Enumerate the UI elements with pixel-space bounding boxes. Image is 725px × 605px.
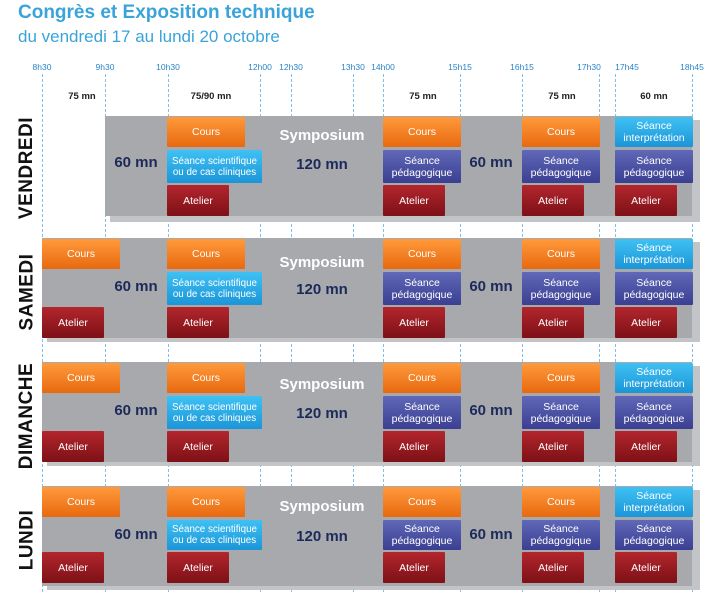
cours-block: Cours (383, 239, 461, 269)
time-tick: 16h15 (510, 62, 534, 72)
atelier-block: Atelier (615, 552, 677, 583)
atelier-block: Atelier (522, 307, 584, 338)
duration-60: 60 mn (114, 402, 158, 419)
atelier-block: Atelier (383, 552, 445, 583)
day-label: VENDREDI (16, 116, 37, 220)
day-row-samedi: SAMEDI Cours Atelier 60 mn Cours Séance … (0, 236, 725, 348)
cours-block: Cours (167, 487, 245, 517)
atelier-block: Atelier (615, 185, 677, 216)
atelier-block: Atelier (615, 307, 677, 338)
atelier-block: Atelier (383, 431, 445, 462)
cours-block: Cours (42, 363, 120, 393)
time-tick: 13h30 (341, 62, 365, 72)
atelier-block: Atelier (42, 552, 104, 583)
time-tick: 17h45 (615, 62, 639, 72)
seance-pedagogique-block: Séance pédagogique (383, 396, 461, 429)
seance-interpretation-block: Séance interprétation (615, 239, 693, 269)
atelier-block: Atelier (42, 307, 104, 338)
time-tick: 8h30 (32, 62, 52, 72)
cours-block: Cours (522, 117, 600, 147)
seance-pedagogique-block: Séance pédagogique (383, 520, 461, 550)
seance-scientifique-block: Séance scientifique ou de cas cliniques (167, 520, 262, 550)
cours-block: Cours (383, 363, 461, 393)
duration-label: 75 mn (68, 91, 96, 102)
seance-scientifique-block: Séance scientifique ou de cas cliniques (167, 272, 262, 305)
duration-60: 60 mn (114, 526, 158, 543)
cours-block: Cours (42, 487, 120, 517)
symposium-label: Symposium (279, 376, 365, 393)
atelier-block: Atelier (522, 431, 584, 462)
cours-block: Cours (522, 487, 600, 517)
time-tick: 14h00 (371, 62, 395, 72)
day-label: LUNDI (16, 509, 37, 571)
duration-120: 120 mn (296, 281, 348, 298)
atelier-block: Atelier (383, 307, 445, 338)
time-tick: 18h45 (680, 62, 704, 72)
duration-60: 60 mn (469, 526, 513, 543)
seance-pedagogique-block: Séance pédagogique (522, 520, 600, 550)
day-row-dimanche: DIMANCHE Cours Atelier 60 mn Cours Séanc… (0, 360, 725, 472)
time-tick: 15h15 (448, 62, 472, 72)
seance-pedagogique-block: Séance pédagogique (615, 396, 693, 429)
atelier-block: Atelier (42, 431, 104, 462)
cours-block: Cours (167, 363, 245, 393)
seance-pedagogique-block: Séance pédagogique (383, 150, 461, 183)
duration-120: 120 mn (296, 528, 348, 545)
seance-pedagogique-block: Séance pédagogique (615, 150, 693, 183)
seance-pedagogique-block: Séance pédagogique (615, 520, 693, 550)
symposium-label: Symposium (279, 498, 365, 515)
duration-label: 75/90 mn (190, 91, 232, 102)
cours-block: Cours (522, 363, 600, 393)
cours-block: Cours (42, 239, 120, 269)
seance-interpretation-block: Séance interprétation (615, 117, 693, 147)
time-tick: 9h30 (95, 62, 115, 72)
duration-60: 60 mn (469, 278, 513, 295)
cours-block: Cours (167, 117, 245, 147)
seance-pedagogique-block: Séance pédagogique (522, 150, 600, 183)
seance-scientifique-block: Séance scientifique ou de cas cliniques (167, 396, 262, 429)
page-subtitle: du vendredi 17 au lundi 20 octobre (18, 27, 280, 46)
atelier-block: Atelier (167, 552, 229, 583)
atelier-block: Atelier (383, 185, 445, 216)
duration-60: 60 mn (114, 154, 158, 171)
day-row-lundi: LUNDI Cours Atelier 60 mn Cours Séance s… (0, 484, 725, 596)
duration-60: 60 mn (469, 154, 513, 171)
day-label: DIMANCHE (16, 362, 38, 470)
atelier-block: Atelier (615, 431, 677, 462)
atelier-block: Atelier (167, 307, 229, 338)
symposium-label: Symposium (279, 254, 365, 271)
duration-label: 60 mn (640, 91, 668, 102)
page-title: Congrès et Exposition technique (18, 2, 315, 23)
duration-label: 75 mn (409, 91, 437, 102)
seance-pedagogique-block: Séance pédagogique (522, 396, 600, 429)
seance-scientifique-block: Séance scientifique ou de cas cliniques (167, 150, 262, 183)
time-tick: 12h00 (248, 62, 272, 72)
time-tick: 12h30 (279, 62, 303, 72)
duration-120: 120 mn (296, 156, 348, 173)
cours-block: Cours (522, 239, 600, 269)
seance-interpretation-block: Séance interprétation (615, 487, 693, 517)
duration-label: 75 mn (548, 91, 576, 102)
symposium-label: Symposium (279, 127, 365, 144)
day-label: SAMEDI (16, 253, 37, 331)
seance-pedagogique-block: Séance pédagogique (383, 272, 461, 305)
duration-60: 60 mn (469, 402, 513, 419)
time-tick: 10h30 (156, 62, 180, 72)
seance-pedagogique-block: Séance pédagogique (522, 272, 600, 305)
seance-interpretation-block: Séance interprétation (615, 363, 693, 393)
time-tick: 17h30 (577, 62, 601, 72)
cours-block: Cours (167, 239, 245, 269)
atelier-block: Atelier (522, 552, 584, 583)
cours-block: Cours (383, 117, 461, 147)
duration-60: 60 mn (114, 278, 158, 295)
atelier-block: Atelier (167, 185, 229, 216)
seance-pedagogique-block: Séance pédagogique (615, 272, 693, 305)
atelier-block: Atelier (522, 185, 584, 216)
cours-block: Cours (383, 487, 461, 517)
day-row-vendredi: VENDREDI 60 mn Cours Séance scientifique… (0, 112, 725, 224)
duration-120: 120 mn (296, 405, 348, 422)
atelier-block: Atelier (167, 431, 229, 462)
